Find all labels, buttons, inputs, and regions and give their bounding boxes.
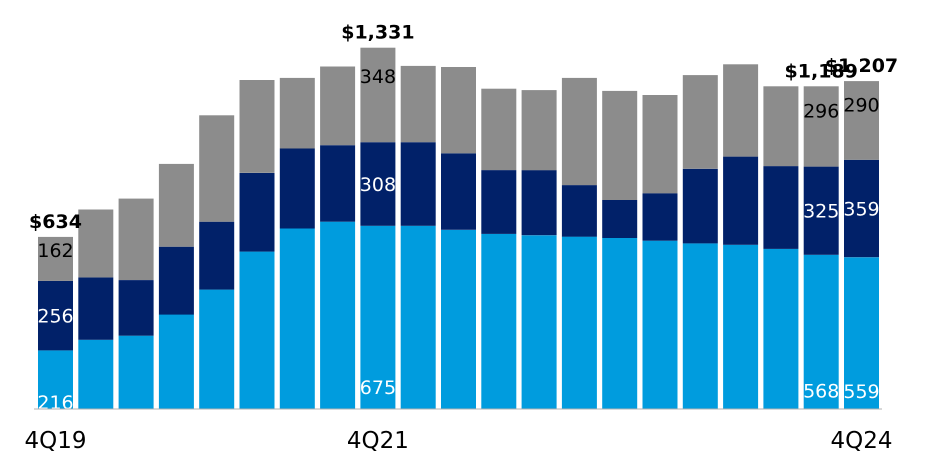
bar-segment-2Q21-s1: [279, 148, 315, 229]
bar-segment-3Q20-s2: [158, 163, 194, 247]
bar-segment-4Q22-s2: [521, 90, 557, 171]
bar-segment-3Q24-s1: [803, 166, 839, 255]
bar-segment-4Q22-s1: [521, 170, 557, 236]
bar-segment-4Q24-s1: [844, 159, 879, 258]
bar-segment-1Q20-s1: [78, 277, 114, 340]
bar-segment-4Q20-s1: [199, 221, 235, 290]
bar-segment-3Q22-s2: [481, 88, 517, 171]
data-label-3Q24-s0: 568: [803, 381, 839, 403]
bar-segment-2Q21-s0: [279, 228, 315, 409]
bar-segment-2Q24-s1: [763, 166, 799, 249]
bar-segment-4Q23-s0: [682, 243, 718, 409]
bar-segment-1Q24-s1: [723, 156, 759, 245]
x-tick-labels-group: 4Q19 4Q21 4Q24: [24, 428, 892, 454]
bar-segment-3Q22-s0: [481, 233, 517, 409]
bar-segment-4Q23-s1: [682, 168, 718, 244]
segment-labels-group: 216 256 162 675 308 348 568 325 296 559 359 290: [37, 66, 879, 414]
bar-segment-3Q20-s0: [158, 314, 194, 409]
total-label-3Q24: $1,189: [785, 60, 858, 82]
x-tick-label-4Q21: 4Q21: [347, 428, 409, 454]
bar-segment-1Q20-s2: [78, 209, 114, 278]
x-tick-label-4Q19: 4Q19: [24, 428, 86, 454]
data-label-4Q21-s0: 675: [360, 377, 396, 399]
data-label-4Q19-s1: 256: [37, 306, 73, 328]
bar-segment-1Q24-s2: [723, 64, 759, 157]
bar-segment-4Q24-s2: [844, 81, 879, 160]
data-label-4Q24-s1: 359: [843, 199, 879, 221]
bar-segment-4Q19-s0: [38, 350, 73, 409]
bar-segment-4Q20-s2: [199, 115, 235, 222]
bar-segment-1Q22-s0: [400, 225, 436, 409]
bar-segment-3Q23-s1: [642, 193, 678, 241]
bar-segment-3Q21-s1: [320, 145, 356, 222]
bar-segment-1Q20-s0: [78, 339, 114, 409]
bar-segment-2Q20-s2: [118, 198, 154, 280]
bar-segment-2Q23-s0: [602, 238, 638, 409]
data-label-4Q21-s2: 348: [360, 66, 396, 88]
bar-segment-2Q21-s2: [279, 77, 315, 149]
data-label-4Q19-s0: 216: [37, 392, 73, 414]
bar-segment-1Q22-s2: [400, 65, 436, 143]
bar-segment-4Q24-s0: [844, 257, 879, 409]
bar-segment-4Q21-s1: [360, 142, 396, 226]
data-label-4Q19-s2: 162: [37, 240, 73, 262]
bar-segment-1Q22-s1: [400, 142, 436, 226]
bar-segment-1Q24-s0: [723, 244, 759, 409]
data-label-3Q24-s2: 296: [803, 100, 839, 122]
bar-segment-4Q19-s2: [38, 236, 73, 281]
bar-segment-4Q19-s1: [38, 280, 73, 351]
data-label-4Q24-s0: 559: [843, 381, 879, 403]
x-tick-label-4Q24: 4Q24: [830, 428, 892, 454]
bar-segment-2Q22-s2: [441, 67, 476, 154]
bar-segment-2Q23-s2: [602, 90, 638, 200]
bar-segment-3Q23-s0: [642, 240, 678, 409]
total-labels-group: $634 $1,331 $1,189$1,207: [29, 22, 898, 233]
data-label-4Q21-s1: 308: [360, 174, 396, 196]
total-label-4Q19: $634: [29, 211, 82, 233]
bar-segment-3Q24-s0: [803, 254, 839, 409]
bar-segment-2Q20-s0: [118, 335, 154, 409]
total-label-4Q24: $1,207: [825, 55, 898, 77]
bar-segment-4Q21-s0: [360, 225, 396, 409]
bars-group: [38, 47, 879, 409]
data-label-3Q24-s1: 325: [803, 201, 839, 223]
bar-segment-3Q22-s1: [481, 170, 517, 234]
bar-segment-4Q21-s2: [360, 47, 396, 143]
bar-segment-3Q21-s2: [320, 66, 356, 146]
bar-segment-2Q23-s1: [602, 200, 638, 238]
bar-segment-2Q24-s0: [763, 248, 799, 409]
bar-segment-2Q20-s1: [118, 280, 154, 336]
bar-segment-2Q22-s1: [441, 153, 476, 230]
bar-segment-1Q23-s0: [561, 236, 597, 409]
bar-segment-1Q21-s0: [239, 251, 275, 409]
bar-segment-4Q22-s0: [521, 235, 557, 409]
bar-segment-1Q21-s2: [239, 80, 275, 173]
bar-segment-2Q24-s2: [763, 86, 799, 167]
bar-segment-2Q22-s0: [441, 229, 476, 409]
data-label-4Q24-s2: 290: [843, 95, 879, 117]
bar-segment-1Q21-s1: [239, 172, 275, 252]
bar-segment-1Q23-s1: [561, 185, 597, 237]
bar-segment-3Q23-s2: [642, 95, 678, 194]
bar-segment-3Q21-s0: [320, 221, 356, 409]
bar-segment-3Q20-s1: [158, 246, 194, 315]
bar-segment-3Q24-s2: [803, 86, 839, 167]
bar-segment-4Q23-s2: [682, 75, 718, 169]
bar-segment-4Q20-s0: [199, 289, 235, 409]
bar-segment-1Q23-s2: [561, 77, 597, 186]
total-label-4Q21: $1,331: [341, 22, 414, 44]
